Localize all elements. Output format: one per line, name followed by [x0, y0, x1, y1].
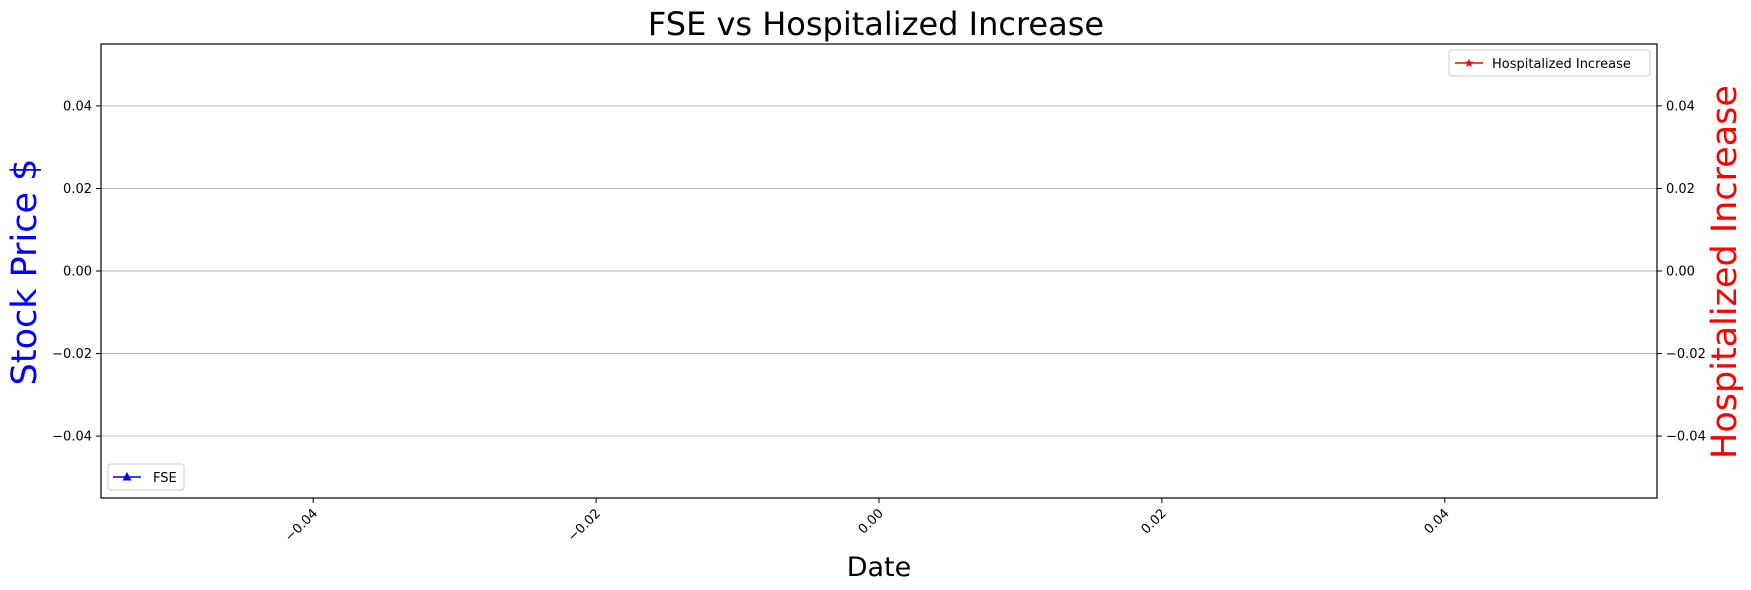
legend-box — [107, 463, 185, 491]
legend-label-hospitalized: Hospitalized Increase — [1492, 57, 1631, 72]
triangle-marker-icon — [122, 472, 132, 481]
left-y-tick-label: −0.04 — [52, 430, 92, 445]
left-y-tick-label: −0.02 — [52, 347, 92, 362]
right-y-tick-label: 0.04 — [1666, 99, 1695, 114]
right-y-tick-label: 0.02 — [1666, 182, 1695, 197]
right-y-axis-label: Hospitalized Increase — [1705, 85, 1745, 459]
legend-fse: FSE — [107, 463, 185, 491]
star-marker-icon — [1464, 58, 1474, 67]
left-y-axis: 0.04 0.02 0.00 −0.02 −0.04 — [52, 99, 101, 445]
grid — [101, 105, 1657, 437]
legend-hospitalized-increase: Hospitalized Increase — [1448, 49, 1651, 77]
legend-box — [1448, 49, 1651, 77]
left-y-tick-label: 0.00 — [63, 265, 92, 280]
x-axis-label: Date — [847, 552, 912, 583]
left-y-tick-label: 0.04 — [63, 99, 92, 114]
right-y-tick-label: 0.00 — [1666, 265, 1695, 280]
legend-label-fse: FSE — [153, 471, 177, 486]
right-y-axis: 0.04 0.02 0.00 −0.02 −0.04 — [1657, 99, 1706, 445]
left-y-axis-label: Stock Price $ — [5, 159, 45, 386]
chart-title: FSE vs Hospitalized Increase — [648, 5, 1104, 43]
right-y-tick-label: −0.02 — [1666, 347, 1706, 362]
right-y-tick-label: −0.04 — [1666, 430, 1706, 445]
left-y-tick-label: 0.02 — [63, 182, 92, 197]
